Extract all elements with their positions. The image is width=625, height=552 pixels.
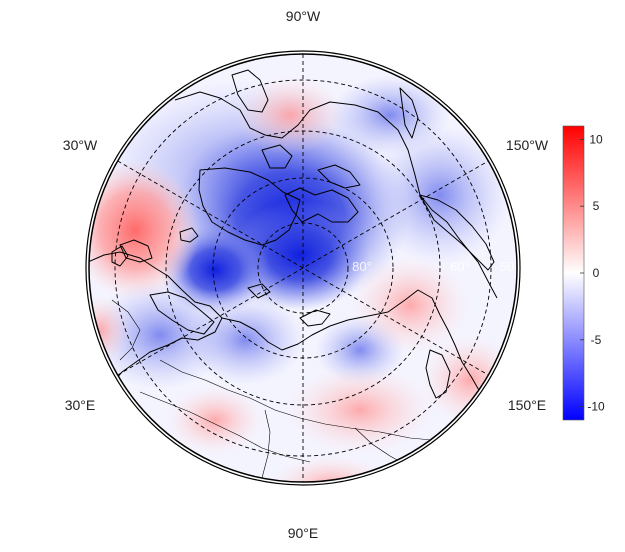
- coastlines: [89, 69, 498, 481]
- lon-label-90e: 90°E: [288, 525, 319, 541]
- north-america-coastline: [174, 91, 498, 299]
- colorbar-ticks: 10 5 0 -5 -10: [580, 132, 605, 414]
- colorbar-tick-label: -10: [587, 400, 605, 414]
- map-frame-outer: [85, 50, 521, 486]
- lat-label-60: 60°: [450, 259, 470, 274]
- lat-label-40: 50: [500, 259, 514, 274]
- map-frame: [88, 53, 518, 483]
- anomaly-field: [89, 54, 517, 482]
- greenland-coastline: [198, 167, 301, 246]
- canadian-archipelago-coastline: [284, 187, 359, 223]
- lon-label-150e: 150°E: [508, 397, 546, 413]
- colorbar-tick-label: -5: [591, 333, 602, 347]
- colorbar-tick-label: 0: [593, 266, 600, 280]
- colorbar-tick-label: 10: [589, 132, 603, 146]
- colorbar-tick-label: 5: [593, 199, 600, 213]
- siberia-positive-anomaly: [350, 255, 470, 355]
- colorbar: 10 5 0 -5 -10: [562, 125, 605, 421]
- colorbar-gradient: [563, 126, 584, 420]
- siberia-coastline: [221, 289, 481, 393]
- lon-label-150w: 150°W: [506, 137, 549, 153]
- hudson-positive-anomaly: [235, 75, 345, 155]
- lon-label-30e: 30°E: [65, 397, 96, 413]
- iceland-coastline: [179, 227, 199, 243]
- lon-label-90w: 90°W: [286, 8, 321, 24]
- graticule: [114, 54, 492, 482]
- lat-label-80: 80°: [352, 259, 372, 274]
- kamchatka-coastline: [425, 349, 451, 399]
- british-isles-coastline: [111, 245, 129, 267]
- scandinavia-coastline: [149, 291, 215, 335]
- meridian-30e-150w: [117, 160, 489, 376]
- lon-label-30w: 30°W: [63, 137, 98, 153]
